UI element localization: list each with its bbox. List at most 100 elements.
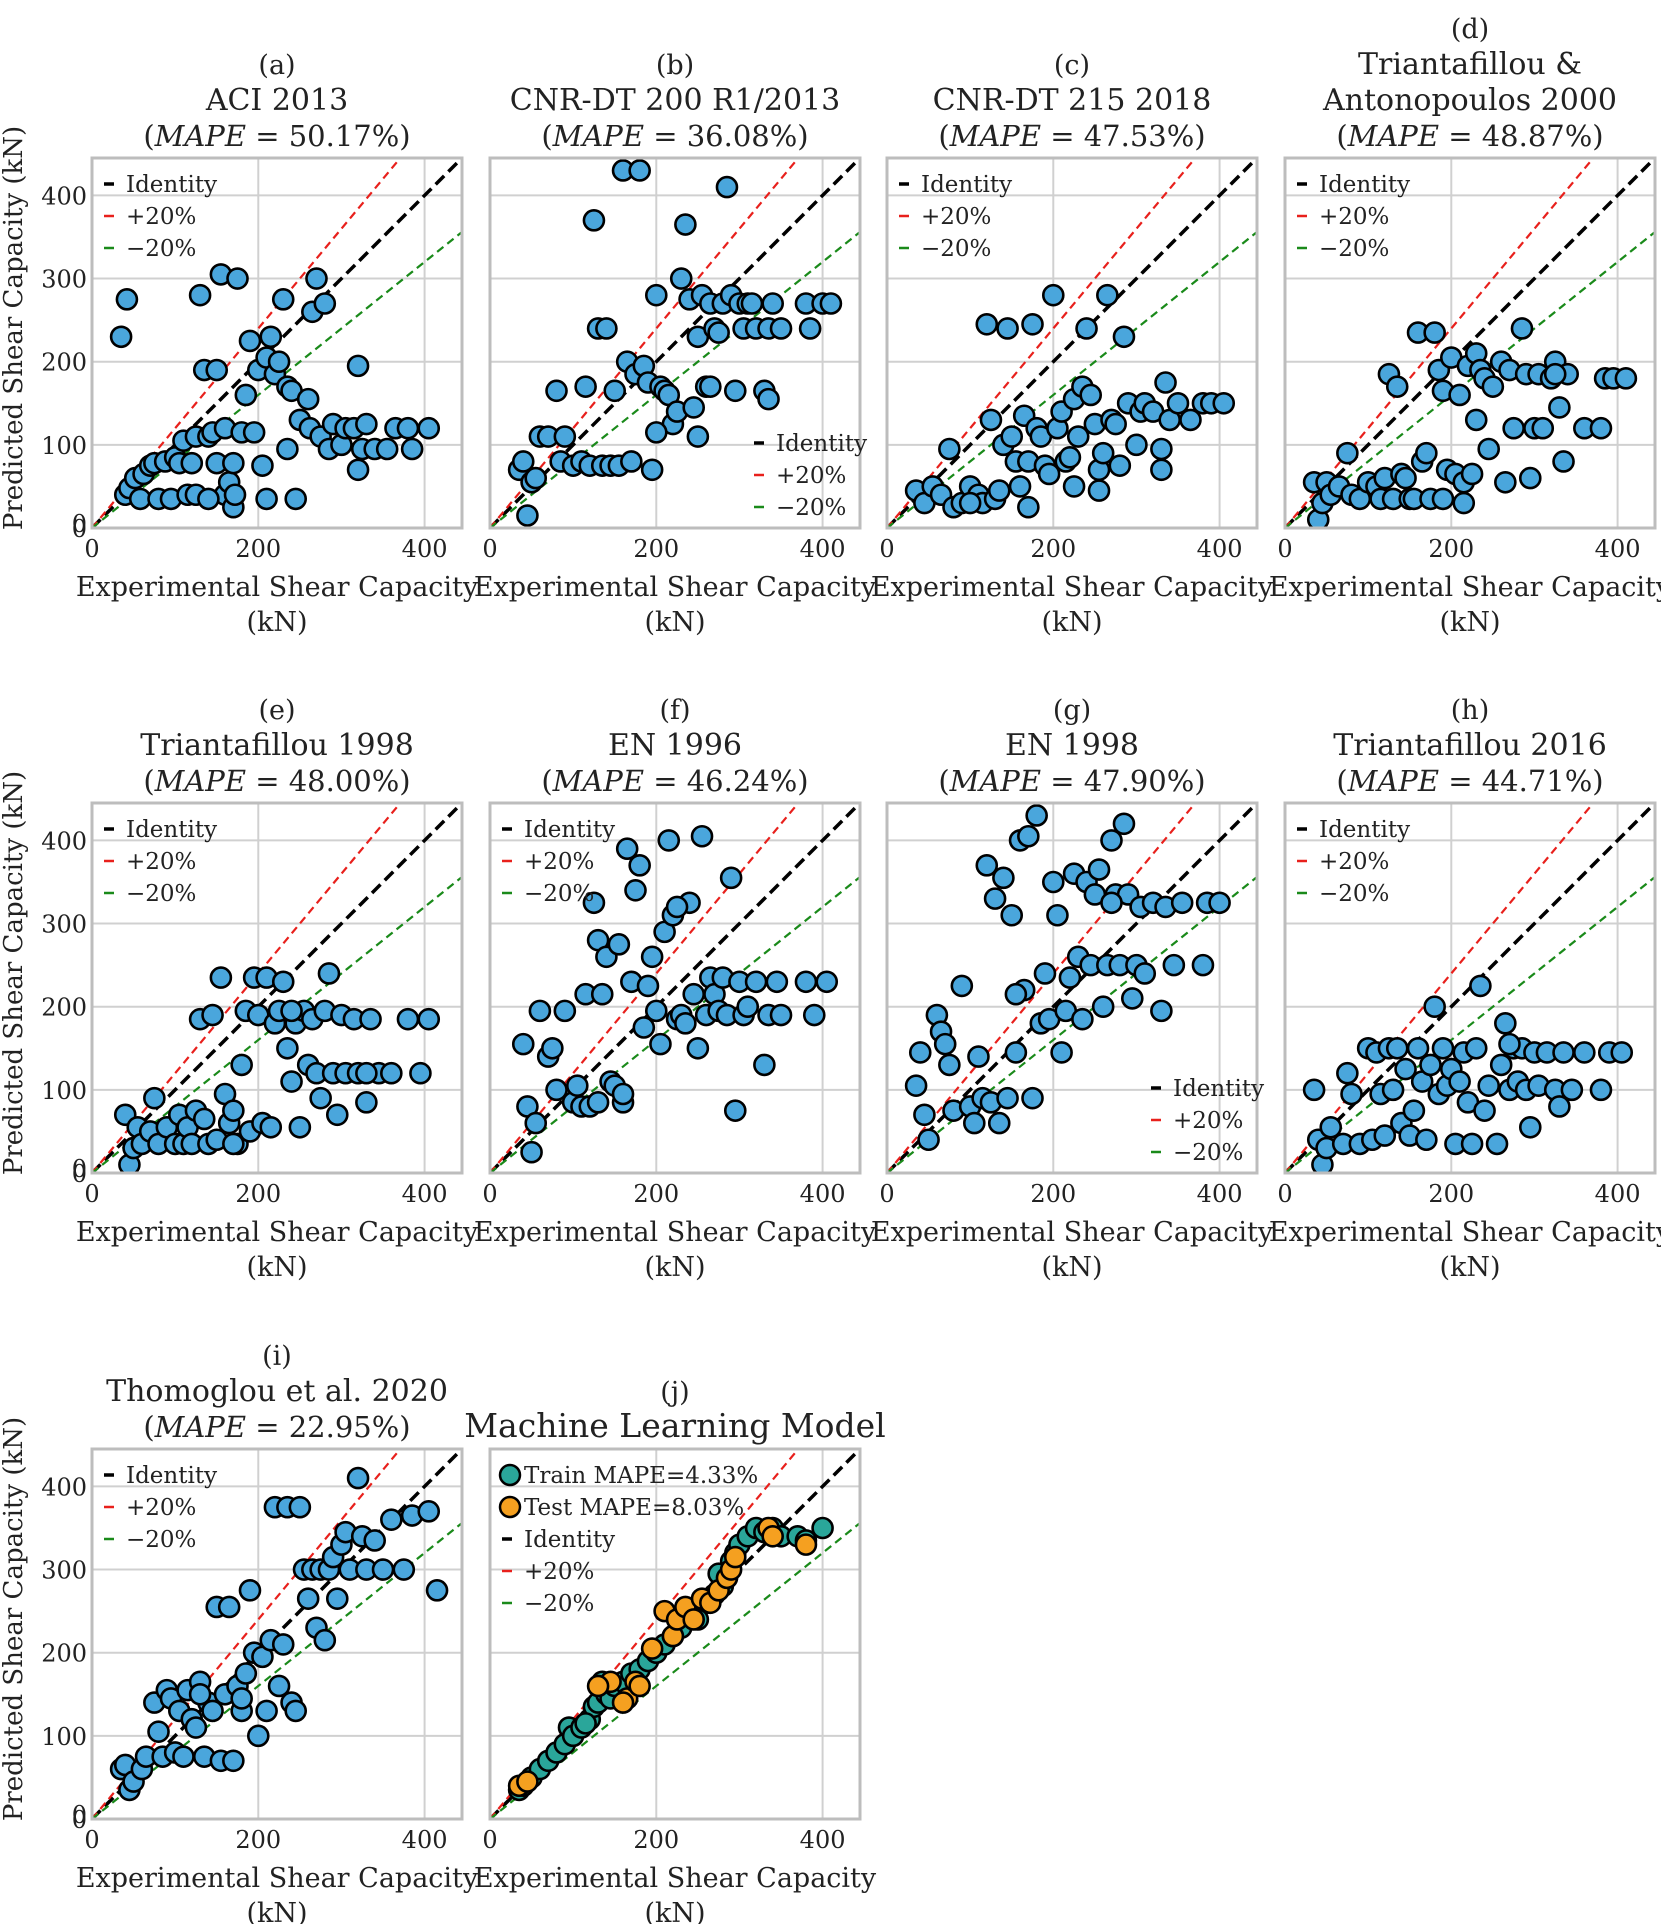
data-point: [1518, 466, 1542, 490]
data-point: [1531, 416, 1555, 440]
data-point: [400, 437, 424, 461]
data-point: [967, 1045, 990, 1068]
legend: Train MAPE=4.33% Test MAPE=8.03% Identity +…: [498, 1463, 758, 1617]
data-point: [317, 962, 341, 985]
x-axis-label-unit: (kN): [246, 1252, 307, 1283]
data-point: [553, 999, 577, 1023]
data-point: [226, 267, 249, 290]
x-tick-label: 400: [1197, 1180, 1243, 1208]
data-point: [1477, 437, 1501, 461]
x-axis-label: Experimental Shear Capacity: [474, 1863, 877, 1894]
data-point: [280, 999, 303, 1023]
data-point: [553, 425, 577, 448]
data-point: [740, 292, 764, 315]
data-point: [1170, 891, 1194, 915]
data-point: [744, 970, 768, 994]
data-point: [1058, 966, 1082, 989]
data-point: [757, 387, 780, 411]
data-point: [566, 1074, 589, 1097]
data-point: [1008, 475, 1032, 498]
data-point: [355, 412, 378, 436]
data-point: [699, 375, 722, 398]
data-point: [674, 213, 697, 236]
data-point: [276, 1036, 299, 1060]
panel-5: 0 200 400 0 100 200 300 400 0 Predicted Shear Cap…: [0, 695, 479, 1283]
x-tick-label: 0: [1277, 535, 1292, 563]
data-point: [765, 970, 789, 994]
data-point: [234, 1662, 258, 1685]
y-tick-label: 100: [41, 432, 87, 460]
data-points: [507, 159, 843, 527]
data-point: [1000, 903, 1024, 927]
data-point: [325, 1103, 349, 1127]
legend-label: −20%: [126, 881, 196, 907]
data-point: [1025, 804, 1048, 827]
x-tick-label: 400: [402, 1180, 448, 1208]
data-point: [305, 267, 328, 290]
data-point: [815, 970, 839, 994]
data-point: [574, 375, 597, 398]
x-axis-label-unit: (kN): [644, 1252, 705, 1283]
data-point: [761, 1525, 784, 1548]
data-point: [620, 450, 643, 473]
data-point: [1415, 1128, 1438, 1152]
legend-label: Identity: [1173, 1076, 1264, 1102]
data-point: [1017, 495, 1040, 519]
y-tick-label: 400: [41, 1473, 87, 1501]
panel-mape: (MAPE = 47.90%): [938, 764, 1205, 798]
legend-label: Test MAPE=8.03%: [524, 1495, 744, 1521]
data-point: [1373, 1124, 1397, 1147]
data-point: [1091, 995, 1115, 1019]
data-point: [933, 1032, 957, 1056]
data-point: [611, 1691, 635, 1714]
data-point: [355, 1091, 378, 1114]
data-point: [313, 292, 337, 315]
data-point: [1062, 475, 1086, 498]
data-point: [346, 354, 370, 378]
legend-label: Identity: [1319, 817, 1410, 843]
data-point: [1108, 454, 1132, 477]
data-point: [723, 1545, 747, 1569]
data-point: [1473, 1099, 1496, 1122]
data-point: [644, 283, 668, 307]
data-point: [996, 1086, 1019, 1110]
legend: Identity +20% −20%: [1297, 172, 1410, 262]
data-point: [640, 458, 664, 482]
panel-8: 0 200 400 Experimental Shear Capacity (kN) (M…: [1269, 695, 1661, 1283]
plot-frame: [488, 156, 862, 530]
data-point: [425, 1579, 449, 1602]
panel-mape: (MAPE = 36.08%): [541, 119, 808, 153]
x-tick-label: 400: [402, 1826, 448, 1854]
data-point: [628, 1674, 651, 1698]
data-point: [234, 383, 258, 407]
x-tick-label: 400: [1595, 1180, 1641, 1208]
data-point: [1208, 891, 1231, 915]
data-point: [1066, 425, 1090, 448]
data-point: [586, 1674, 610, 1698]
data-point: [255, 487, 278, 511]
data-point: [230, 1687, 253, 1710]
data-point: [987, 479, 1011, 502]
data-point: [524, 466, 548, 490]
data-point: [1087, 479, 1111, 502]
data-points: [113, 962, 441, 1173]
legend: Identity +20% −20%: [502, 817, 615, 907]
data-point: [516, 1770, 539, 1793]
data-points: [109, 1466, 449, 1802]
data-point: [396, 416, 420, 440]
y-tick-label: 300: [41, 1557, 87, 1585]
reference-lines: [490, 158, 860, 528]
plot-frame: [90, 801, 464, 1175]
data-point: [1021, 1086, 1044, 1110]
data-point: [396, 1007, 420, 1031]
panel-letter: (b): [656, 50, 694, 81]
data-point: [719, 866, 743, 890]
data-point: [590, 982, 614, 1006]
data-point: [1394, 1057, 1417, 1081]
data-point: [1485, 1132, 1509, 1156]
data-point: [1087, 858, 1111, 881]
x-axis-label-unit: (kN): [246, 607, 307, 638]
data-point: [1489, 1053, 1513, 1077]
minus20-line: [887, 876, 1257, 1173]
